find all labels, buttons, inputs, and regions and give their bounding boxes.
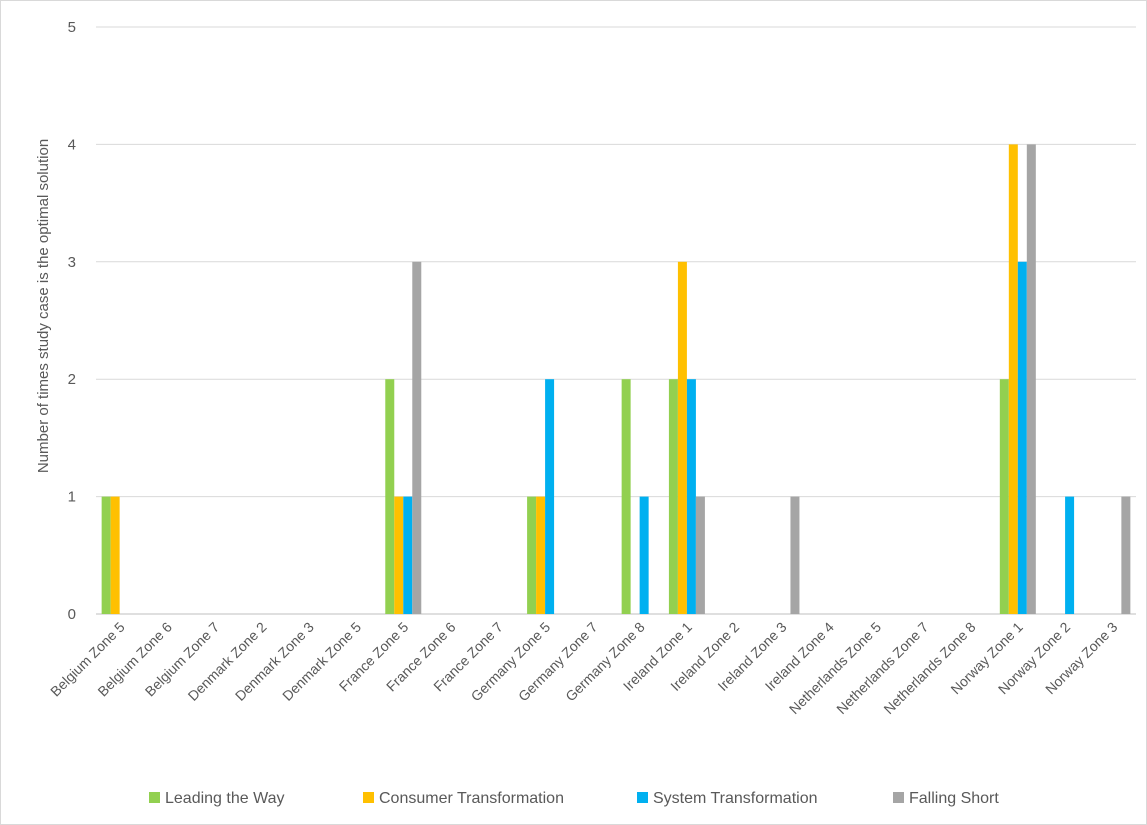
y-tick-label: 4 [68, 136, 76, 153]
bar-system-transformation [1065, 496, 1075, 614]
bar-leading-the-way [385, 379, 395, 614]
y-tick-label: 1 [68, 489, 76, 506]
legend-label: Leading the Way [165, 790, 284, 807]
legend-label: Falling Short [909, 790, 999, 807]
x-tick-label: Germany Zone 8 [562, 619, 648, 705]
x-tick-label: Germany Zone 5 [468, 619, 554, 705]
bar-falling-short [1026, 144, 1036, 614]
bar-system-transformation [1017, 261, 1027, 614]
bar-consumer-transformation [677, 261, 687, 614]
bar-falling-short [1121, 496, 1131, 614]
bars [101, 144, 1131, 614]
bar-consumer-transformation [394, 496, 404, 614]
x-tick-label: Netherlands Zone 5 [786, 619, 884, 717]
bar-system-transformation [403, 496, 413, 614]
bar-falling-short [790, 496, 800, 614]
x-tick-label: Netherlands Zone 7 [833, 619, 931, 717]
bar-leading-the-way [101, 496, 111, 614]
bar-consumer-transformation [1008, 144, 1018, 614]
x-tick-label: Netherlands Zone 8 [880, 619, 978, 717]
y-tick-label: 0 [68, 606, 76, 623]
legend-label: System Transformation [653, 790, 818, 807]
bar-consumer-transformation [536, 496, 546, 614]
legend: Leading the Way Consumer Transformation Sy… [149, 790, 999, 807]
legend-swatch [893, 792, 904, 803]
bar-system-transformation [686, 379, 696, 614]
bar-falling-short [695, 496, 705, 614]
bar-leading-the-way [999, 379, 1009, 614]
x-tick-label: Germany Zone 7 [515, 619, 601, 705]
bar-leading-the-way [527, 496, 537, 614]
y-tick-label: 3 [68, 254, 76, 271]
legend-swatch [149, 792, 160, 803]
y-tick-label: 2 [68, 371, 76, 388]
y-tick-label: 5 [68, 19, 76, 36]
bar-falling-short [412, 261, 422, 614]
bar-leading-the-way [621, 379, 631, 614]
y-axis-title: Number of times study case is the optima… [35, 139, 52, 473]
legend-label: Consumer Transformation [379, 790, 564, 807]
legend-swatch [363, 792, 374, 803]
bar-system-transformation [639, 496, 649, 614]
y-axis-ticks: 0 1 2 3 4 5 [68, 19, 76, 623]
legend-swatch [637, 792, 648, 803]
bar-leading-the-way [668, 379, 678, 614]
gridlines [96, 26, 1136, 615]
bar-consumer-transformation [110, 496, 120, 614]
bar-system-transformation [545, 379, 555, 614]
